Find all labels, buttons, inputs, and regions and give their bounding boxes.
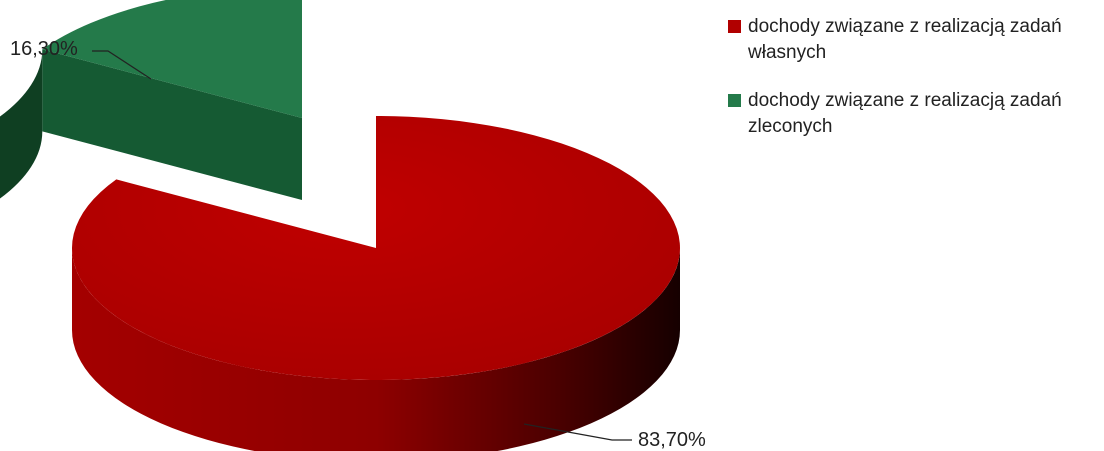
slice-zlecone-side [42,49,303,200]
data-label-zlecone: 16,30% [10,38,78,60]
legend-label-zlecone-line2: zleconych [748,116,833,137]
data-label-wlasne: 83,70% [638,429,706,451]
slice-zlecone-outer-face [0,49,43,199]
slice-wlasne-outer-face [72,248,680,451]
legend-label-wlasne-line2: własnych [748,42,827,63]
legend-swatch-wlasne [728,20,741,33]
legend-label-wlasne-line1: dochody związane z realizacją zadań [748,16,1062,37]
chart-legend: dochody związane z realizacją zadań włas… [728,14,1098,162]
legend-item-wlasne: dochody związane z realizacją zadań włas… [728,14,1098,66]
legend-swatch-zlecone [728,94,741,107]
legend-item-zlecone: dochody związane z realizacją zadań zlec… [728,88,1098,140]
slice-wlasne-top [71,116,680,380]
leader-line-zlecone [92,50,152,80]
legend-label-zlecone-line1: dochody związane z realizacją zadań [748,90,1062,111]
slice-zlecone-top [42,0,302,118]
leader-line-wlasne [523,423,632,441]
